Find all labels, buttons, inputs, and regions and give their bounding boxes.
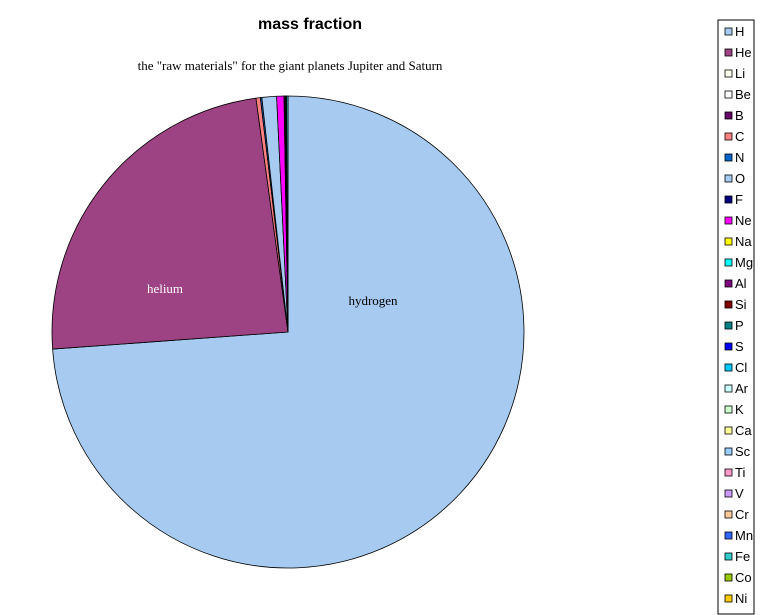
pie-data-labels: hydrogen helium (147, 281, 398, 308)
pie-slices (51, 95, 525, 569)
legend-swatch-ti (724, 468, 733, 477)
legend-swatch-o (724, 174, 733, 183)
legend-label-si: Si (735, 297, 747, 312)
legend-swatch-mg (724, 258, 733, 267)
legend-label-co: Co (735, 570, 752, 585)
legend-label-p: P (735, 318, 744, 333)
legend-label-ti: Ti (735, 465, 745, 480)
legend-label-fe: Fe (735, 549, 750, 564)
legend-label-ni: Ni (735, 591, 747, 606)
legend-swatch-c (724, 132, 733, 141)
legend-label-al: Al (735, 276, 747, 291)
legend-swatch-co (724, 573, 733, 582)
pie-slice-he (51, 97, 289, 350)
legend-label-o: O (735, 171, 745, 186)
legend-label-ca: Ca (735, 423, 752, 438)
legend-frame (717, 19, 755, 615)
legend-swatch-sc (724, 447, 733, 456)
legend-swatch-ar (724, 384, 733, 393)
legend-swatch-be (724, 90, 733, 99)
chart-title: mass fraction (258, 16, 362, 33)
legend-label-cl: Cl (735, 360, 747, 375)
data-label-he: helium (147, 281, 183, 296)
legend-swatch-ni (724, 594, 733, 603)
legend-label-c: C (735, 129, 744, 144)
legend-swatch-cl (724, 363, 733, 372)
legend-label-be: Be (735, 87, 751, 102)
legend-swatch-s (724, 342, 733, 351)
legend-label-na: Na (735, 234, 752, 249)
data-label-h: hydrogen (348, 293, 398, 308)
legend-swatch-al (724, 279, 733, 288)
legend-swatch-n (724, 153, 733, 162)
legend-swatch-cr (724, 510, 733, 519)
legend-swatch-b (724, 111, 733, 120)
legend-label-mn: Mn (735, 528, 753, 543)
legend-swatch-fe (724, 552, 733, 561)
legend-label-ar: Ar (735, 381, 749, 396)
legend-label-h: H (735, 24, 744, 39)
legend-label-f: F (735, 192, 743, 207)
legend-label-he: He (735, 45, 752, 60)
legend-label-mg: Mg (735, 255, 753, 270)
legend-swatch-ca (724, 426, 733, 435)
legend-label-cr: Cr (735, 507, 749, 522)
legend-swatch-f (724, 195, 733, 204)
chart-subtitle: the "raw materials" for the giant planet… (138, 58, 443, 73)
legend-swatch-he (724, 48, 733, 57)
legend-label-s: S (735, 339, 744, 354)
legend-swatch-na (724, 237, 733, 246)
legend-label-v: V (735, 486, 744, 501)
legend-label-ne: Ne (735, 213, 752, 228)
legend-swatch-h (724, 27, 733, 36)
legend-swatch-k (724, 405, 733, 414)
legend-label-li: Li (735, 66, 745, 81)
legend-swatch-v (724, 489, 733, 498)
pie-slice-fe (286, 95, 289, 333)
legend-swatch-p (724, 321, 733, 330)
legend-label-n: N (735, 150, 744, 165)
legend-swatch-mn (724, 531, 733, 540)
legend-swatch-si (724, 300, 733, 309)
legend-label-k: K (735, 402, 744, 417)
legend-label-sc: Sc (735, 444, 751, 459)
legend-swatch-li (724, 69, 733, 78)
legend-label-b: B (735, 108, 744, 123)
legend-swatch-ne (724, 216, 733, 225)
